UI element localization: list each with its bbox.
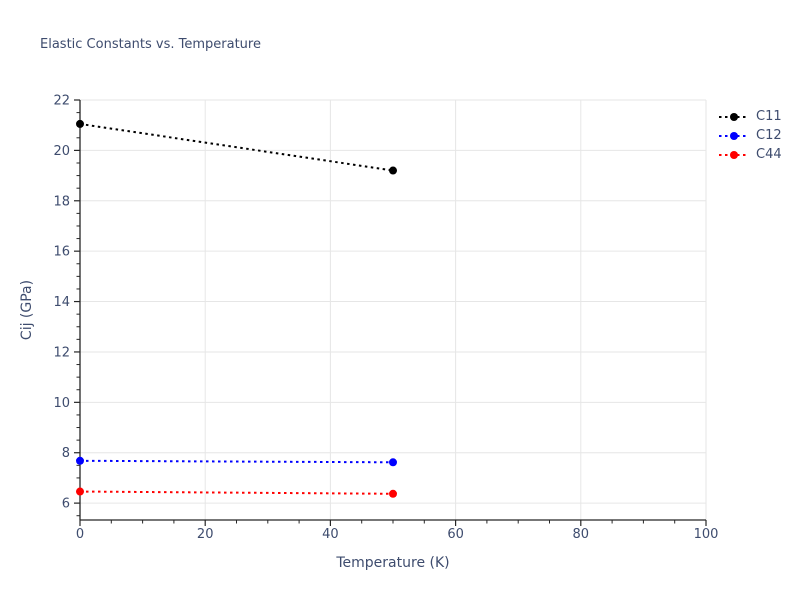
x-axis-label: Temperature (K) [336,555,450,571]
x-tick-label-40: 40 [322,527,339,542]
chart-title: Elastic Constants vs. Temperature [40,37,261,52]
y-tick-label-18: 18 [53,194,70,209]
series-line-c12 [79,459,394,464]
x-tick-label-80: 80 [573,527,590,542]
legend-marker-c11 [730,112,738,121]
legend-swatch-c44 [719,150,749,159]
y-tick-label-20: 20 [53,144,70,159]
legend-swatch-c11 [719,112,749,121]
y-tick-label-14: 14 [53,295,70,310]
x-tick-label-20: 20 [197,527,214,542]
series-line-c11 [79,122,394,172]
x-tick-label-100: 100 [694,527,719,542]
y-tick-label-10: 10 [53,396,70,411]
legend: C11 C12 C44 [718,107,782,164]
y-tick-label-16: 16 [53,245,70,260]
x-tick-label-0: 0 [76,527,84,542]
series-marker-c44-0 [76,487,84,496]
legend-marker-c44 [730,150,738,159]
series-marker-c12-1 [389,458,397,467]
x-tick-label-60: 60 [447,527,464,542]
series-line-c44 [79,490,394,495]
y-tick-label-22: 22 [53,94,70,109]
legend-label-c11: C11 [756,109,782,124]
legend-item-c44: C44 [718,145,782,164]
y-tick-label-12: 12 [53,345,70,360]
series-marker-c11-0 [76,119,84,128]
legend-marker-c12 [730,131,738,140]
legend-swatch-c12 [719,131,749,140]
series-marker-c11-1 [389,166,397,175]
y-tick-label-6: 6 [62,497,70,512]
legend-item-c12: C12 [718,126,782,145]
series-marker-c12-0 [76,456,84,465]
y-tick-label-8: 8 [62,446,70,461]
legend-label-c12: C12 [756,128,782,143]
series-marker-c44-1 [389,489,397,498]
legend-label-c44: C44 [756,147,782,162]
legend-item-c11: C11 [718,107,782,126]
y-axis-label: Cij (GPa) [19,279,35,341]
